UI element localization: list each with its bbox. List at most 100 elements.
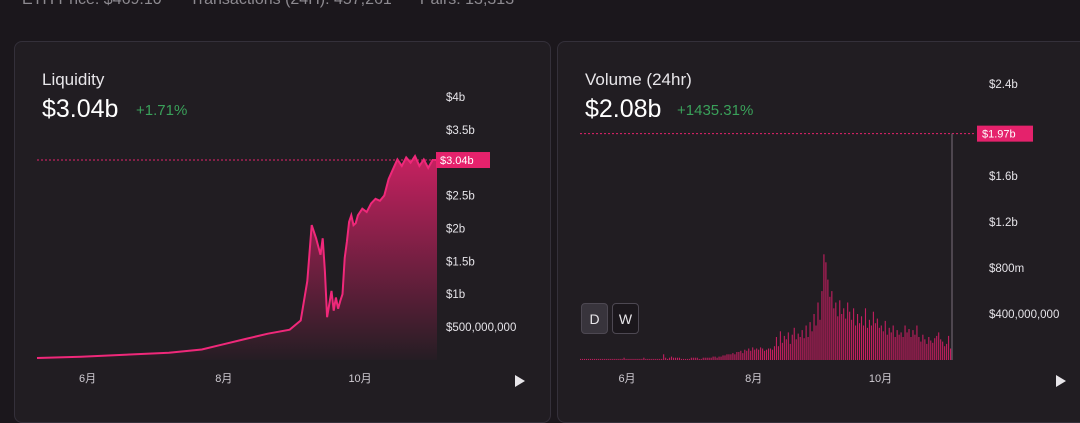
y-tick-label: $2.4b	[989, 79, 1018, 91]
volume-bar	[599, 358, 601, 360]
volume-bar	[649, 358, 651, 360]
volume-bar	[839, 300, 841, 360]
volume-bar	[720, 356, 722, 360]
volume-bar	[659, 358, 661, 360]
volume-bar	[613, 358, 615, 360]
volume-bar	[853, 308, 855, 360]
volume-bar	[924, 339, 926, 360]
volume-change: +1435.31%	[677, 102, 754, 119]
volume-bar	[789, 343, 791, 360]
volume-bar	[605, 358, 607, 360]
play-icon[interactable]	[1056, 375, 1066, 387]
volume-bar	[597, 358, 599, 360]
y-tick-label: $3.5b	[446, 125, 475, 137]
volume-bar	[918, 337, 920, 360]
volume-bar	[859, 323, 861, 360]
volume-bar	[815, 325, 817, 360]
volume-bar	[855, 325, 857, 360]
volume-bar	[710, 357, 712, 360]
volume-bar	[609, 358, 611, 360]
volume-bar	[645, 358, 647, 360]
volume-bar	[932, 342, 934, 360]
volume-bar	[581, 358, 584, 360]
play-icon[interactable]	[515, 375, 525, 387]
volume-bar	[920, 341, 922, 360]
volume-bar	[682, 358, 684, 360]
volume-bar	[680, 358, 682, 360]
volume-bar	[637, 358, 639, 360]
liquidity-chart: $500,000,000$1b$1.5b$2b$2.5b$3b$3.5b$4b …	[36, 92, 516, 385]
volume-bar	[758, 349, 760, 360]
volume-bar	[803, 338, 805, 360]
pairs-count: Pairs: 13,313	[420, 0, 514, 11]
volume-bar	[910, 337, 912, 360]
volume-bar	[817, 302, 819, 360]
toggle-daily-button[interactable]: D	[581, 303, 608, 334]
volume-bar	[740, 350, 742, 360]
volume-bar	[651, 358, 653, 360]
volume-bar	[908, 329, 910, 360]
volume-bar	[914, 334, 916, 360]
volume-bar	[807, 337, 809, 360]
volume-bar	[641, 358, 643, 360]
volume-bar	[708, 357, 710, 360]
volume-bar	[849, 311, 851, 360]
volume-bar	[665, 357, 667, 360]
volume-bar	[671, 356, 673, 360]
y-tick-label: $1.2b	[989, 217, 1018, 229]
liquidity-change: +1.71%	[136, 102, 188, 119]
volume-bar	[835, 302, 837, 360]
volume-bar	[900, 332, 902, 360]
volume-bar	[657, 358, 659, 360]
volume-bar	[752, 347, 754, 360]
liquidity-area	[37, 156, 437, 360]
volume-bar	[771, 349, 774, 360]
y-tick-label: $500,000,000	[446, 322, 516, 334]
volume-bar	[892, 325, 894, 360]
volume-bar	[748, 348, 750, 360]
volume-bar	[950, 348, 952, 360]
volume-bar	[823, 254, 825, 360]
y-tick-label: $1b	[446, 289, 465, 301]
volume-bar	[930, 340, 932, 360]
volume-bar	[607, 358, 609, 360]
volume-bar	[621, 358, 623, 360]
volume-bar	[676, 357, 679, 360]
volume-bar	[827, 279, 829, 360]
volume-bar	[916, 325, 918, 360]
volume-bar	[742, 353, 744, 360]
volume-bar	[615, 358, 617, 360]
volume-bar	[722, 355, 724, 360]
liquidity-line	[36, 154, 437, 359]
volume-bar	[716, 357, 718, 360]
volume-bar	[623, 357, 625, 360]
liquidity-value: $3.04b	[42, 95, 119, 123]
volume-bar	[841, 314, 843, 360]
volume-bar	[686, 358, 688, 360]
volume-bar	[627, 358, 629, 360]
volume-bar	[809, 322, 811, 360]
volume-bar	[884, 320, 886, 360]
volume-bar	[886, 334, 888, 360]
current-value-tag-label: $3.04b	[440, 155, 474, 167]
volume-bar	[902, 337, 904, 360]
volume-bar	[845, 318, 847, 360]
volume-bar	[797, 333, 799, 360]
volume-bar	[655, 358, 657, 360]
volume-bar	[754, 349, 756, 360]
y-tick-label: $1.5b	[446, 256, 475, 268]
volume-bar	[692, 357, 694, 360]
liquidity-card: $500,000,000$1b$1.5b$2b$2.5b$3b$3.5b$4b …	[14, 41, 551, 423]
volume-bar	[866, 327, 868, 360]
toggle-weekly-button[interactable]: W	[612, 303, 639, 334]
transactions-count: Transactions (24H): 457,261	[190, 0, 392, 11]
volume-bar	[847, 302, 849, 360]
volume-bar	[663, 354, 665, 360]
volume-bar	[942, 341, 944, 360]
volume-bar	[946, 343, 948, 360]
volume-bar	[674, 357, 677, 360]
volume-bar	[639, 358, 641, 360]
volume-bar	[805, 325, 807, 360]
volume-bar	[785, 339, 787, 360]
volume-bar	[938, 332, 940, 360]
